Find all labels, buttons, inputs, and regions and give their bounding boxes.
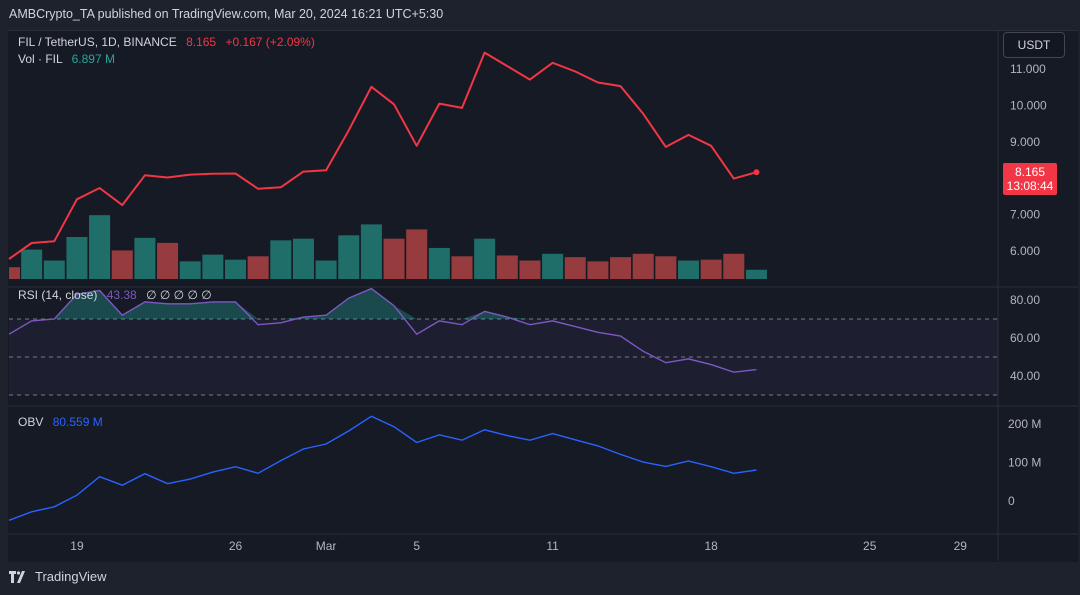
publish-bar: AMBCrypto_TA published on TradingView.co…	[0, 0, 1080, 30]
volume-bar	[134, 237, 156, 279]
volume-bar	[21, 249, 43, 279]
volume-bar	[474, 238, 496, 279]
time-tick-label: 18	[704, 539, 718, 553]
volume-bar	[428, 247, 450, 279]
volume-bar	[66, 237, 88, 279]
time-tick-label: 26	[229, 539, 243, 553]
volume-bar	[564, 257, 586, 279]
rsi-line	[8, 287, 757, 373]
volume-label: Vol · FIL	[18, 52, 63, 66]
volume-bar	[43, 260, 65, 279]
volume-bar	[610, 257, 632, 279]
time-tick-label: Mar	[316, 539, 337, 553]
price-tick-label: 6.000	[1010, 244, 1040, 258]
volume-bar	[678, 260, 699, 279]
volume-bar	[111, 250, 133, 279]
price-tag-value: 8.165	[1014, 165, 1046, 179]
volume-bar	[587, 261, 609, 279]
volume-value: 6.897 M	[71, 52, 115, 66]
volume-bar	[745, 269, 767, 279]
rsi-extra: ∅ ∅ ∅ ∅ ∅	[146, 288, 212, 302]
symbol-label: FIL / TetherUS, 1D, BINANCE	[18, 35, 177, 49]
volume-bar	[225, 259, 246, 279]
tradingview-logo-icon	[9, 570, 29, 583]
rsi-tick-label: 60.00	[1010, 331, 1040, 345]
volume-bar	[202, 254, 224, 279]
rsi-overbought-fill	[9, 288, 757, 319]
volume-bar	[315, 260, 337, 279]
publisher-text: AMBCrypto_TA published on TradingView.co…	[9, 7, 444, 21]
chart-frame[interactable]	[8, 30, 1078, 562]
price-tag-countdown: 13:08:44	[1006, 179, 1054, 193]
obv-legend[interactable]: OBV 80.559 M	[18, 415, 103, 429]
volume-bar	[723, 253, 745, 279]
volume-bar	[542, 253, 564, 279]
rsi-label: RSI (14, close)	[18, 288, 98, 302]
price-tick-label: 9.000	[1010, 135, 1040, 149]
time-tick-label: 19	[70, 539, 84, 553]
volume-bar	[632, 253, 654, 279]
rsi-legend[interactable]: RSI (14, close) 43.38 ∅ ∅ ∅ ∅ ∅	[18, 288, 212, 302]
currency-button[interactable]: USDT	[1003, 32, 1065, 58]
time-tick-label: 5	[413, 539, 420, 553]
price-line	[8, 51, 757, 260]
volume-bar	[519, 260, 541, 279]
volume-bar	[360, 224, 382, 279]
volume-bar	[451, 256, 473, 279]
rsi-tick-label: 40.00	[1010, 369, 1040, 383]
obv-label: OBV	[18, 415, 44, 429]
last-price: 8.165	[186, 35, 217, 49]
volume-bar	[247, 256, 269, 279]
rsi-value: 43.38	[106, 288, 137, 302]
time-tick-label: 29	[954, 539, 968, 553]
obv-tick-label: 100 M	[1008, 456, 1041, 470]
volume-bar	[89, 215, 111, 279]
obv-tick-label: 200 M	[1008, 417, 1041, 431]
price-tick-label: 7.000	[1010, 208, 1040, 222]
obv-line	[8, 415, 757, 521]
volume-legend[interactable]: Vol · FIL 6.897 M	[18, 52, 115, 66]
time-tick-label: 25	[863, 539, 877, 553]
footer-brand: TradingView	[35, 569, 107, 584]
obv-tick-label: 0	[1008, 494, 1015, 508]
volume-bar	[157, 242, 179, 279]
volume-bar	[270, 240, 292, 279]
volume-bar	[496, 255, 518, 279]
last-price-tag: 8.165 13:08:44	[1003, 163, 1057, 195]
volume-bar	[383, 238, 405, 279]
price-change: +0.167 (+2.09%)	[225, 35, 315, 49]
price-tick-label: 10.000	[1010, 98, 1047, 112]
volume-bar	[700, 259, 722, 279]
volume-bar	[292, 238, 314, 279]
price-tick-label: 11.000	[1010, 62, 1046, 76]
tradingview-footer[interactable]: TradingView	[9, 569, 107, 584]
volume-bar	[655, 256, 677, 279]
rsi-tick-label: 80.00	[1010, 293, 1040, 307]
volume-bar	[179, 261, 201, 279]
volume-bar	[9, 267, 20, 279]
volume-bar	[338, 235, 360, 279]
obv-value: 80.559 M	[52, 415, 103, 429]
time-tick-label: 11	[546, 539, 559, 553]
volume-bar	[406, 229, 428, 279]
last-price-dot	[753, 169, 760, 176]
symbol-legend[interactable]: FIL / TetherUS, 1D, BINANCE 8.165 +0.167…	[18, 35, 315, 49]
